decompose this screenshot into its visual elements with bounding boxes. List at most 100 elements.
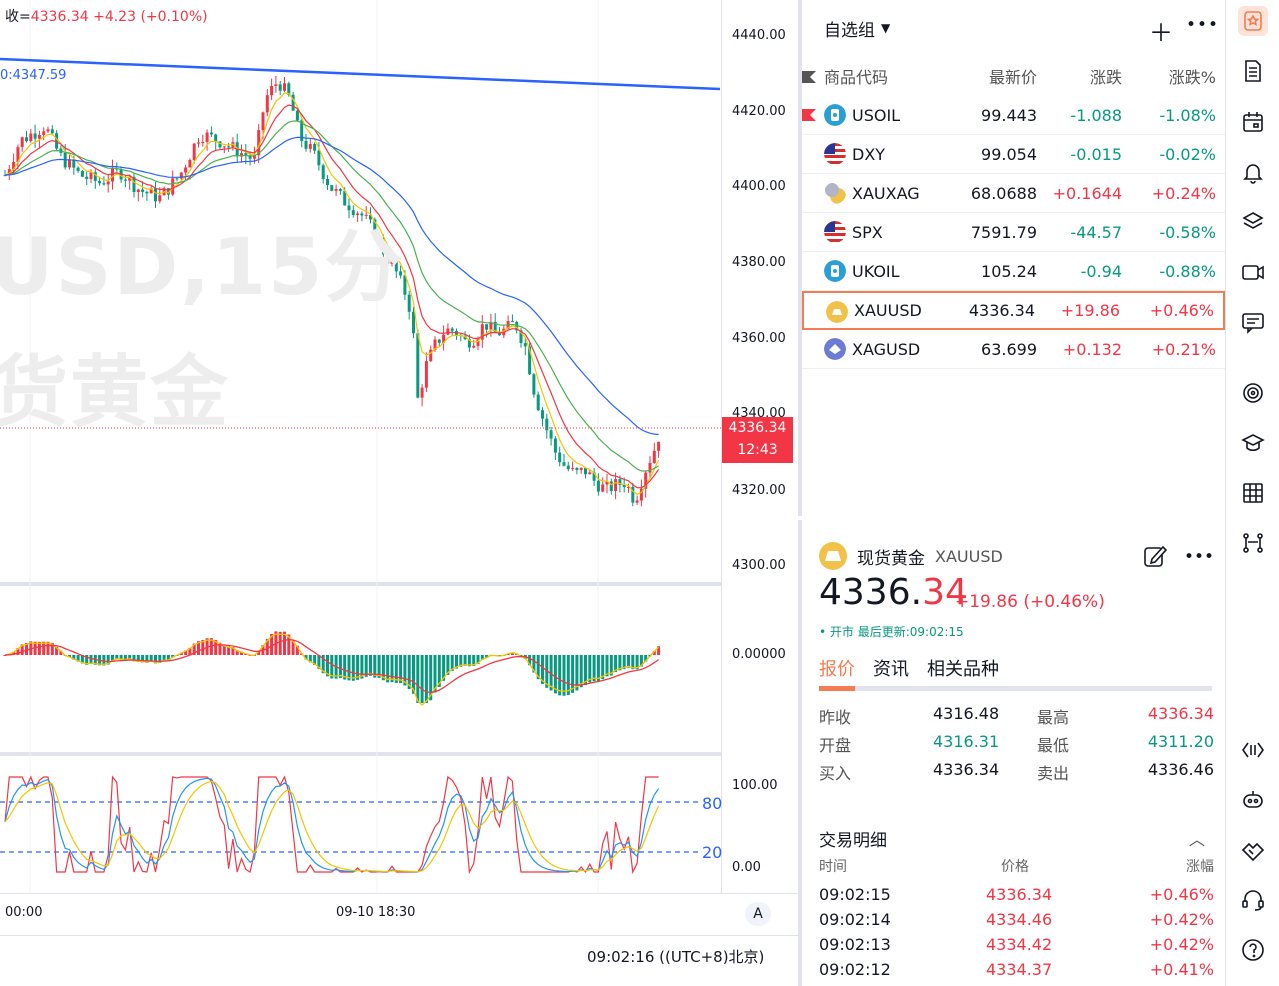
macd-bar	[420, 655, 424, 703]
table-icon[interactable]	[1238, 478, 1268, 508]
more-options-icon[interactable]: •••	[1186, 15, 1220, 35]
row-last: 4336.34	[968, 301, 1035, 320]
detail-more-icon[interactable]: •••	[1184, 547, 1215, 567]
macd-bar	[429, 655, 433, 701]
flag-column-icon[interactable]	[802, 69, 816, 85]
trade-time: 09:02:13	[819, 935, 891, 954]
col-change[interactable]: 涨跌	[1089, 68, 1122, 87]
candle-body	[399, 271, 403, 276]
candle-body	[463, 335, 467, 340]
add-symbol-icon[interactable]: ＋	[1149, 19, 1173, 47]
candle-body	[188, 159, 192, 168]
macd-line	[4, 633, 660, 706]
watchlist-columns: 商品代码 最新价 涨跌 涨跌%	[802, 56, 1225, 96]
stat-value: 4336.46	[1147, 760, 1214, 779]
candle-body	[652, 450, 656, 463]
auto-scale-button[interactable]: A	[745, 902, 771, 926]
chevron-up-icon[interactable]: ︿	[1188, 830, 1205, 849]
alert-icon[interactable]	[1238, 157, 1268, 187]
row-symbol: DXY	[852, 144, 886, 164]
candle-body	[532, 374, 536, 395]
candle-body	[278, 84, 282, 91]
watchlist-icon[interactable]	[1238, 6, 1268, 36]
watchlist-row[interactable]: DXY 99.054 -0.015 -0.02%	[802, 135, 1225, 174]
candle-body	[338, 188, 342, 191]
candle-body	[89, 172, 93, 179]
chat-icon[interactable]	[1238, 307, 1268, 337]
macd-bar	[442, 655, 446, 681]
candle-body	[588, 472, 592, 475]
col-symbol[interactable]: 商品代码	[824, 68, 889, 87]
clock-timezone[interactable]: 09:02:16 ((UTC+8)北京)	[587, 948, 765, 966]
candle-body	[265, 95, 269, 113]
candle-body	[523, 343, 527, 347]
watchlist-row[interactable]: XAUXAG 68.0688 +0.1644 +0.24%	[802, 174, 1225, 213]
macd-bar	[485, 655, 489, 658]
us-flag-icon	[824, 143, 846, 165]
stat-label: 最低	[1037, 736, 1070, 755]
candle-body	[472, 345, 476, 348]
col-last[interactable]: 最新价	[988, 68, 1037, 87]
help-icon[interactable]	[1238, 935, 1268, 965]
watchlist-row[interactable]: UKOIL 105.24 -0.94 -0.88%	[802, 252, 1225, 291]
price-axis-line	[721, 0, 722, 893]
tree-icon[interactable]	[1238, 528, 1268, 558]
code-icon[interactable]	[1238, 735, 1268, 765]
col-change-pct[interactable]: 涨跌%	[1168, 68, 1216, 87]
news-icon[interactable]	[1238, 56, 1268, 86]
watchlist-row[interactable]: USOIL 99.443 -1.088 -1.08%	[802, 96, 1225, 135]
robot-icon[interactable]	[1238, 785, 1268, 815]
tab-quote[interactable]: 报价	[819, 659, 855, 680]
watchlist-row[interactable]: SPX 7591.79 -44.57 -0.58%	[802, 213, 1225, 252]
red-flag-icon[interactable]	[802, 107, 816, 123]
trades-title[interactable]: 交易明细	[819, 831, 887, 851]
edit-icon[interactable]	[1142, 544, 1168, 570]
candle-body	[12, 161, 16, 170]
row-symbol: XAUXAG	[852, 183, 920, 203]
candle-body	[16, 147, 20, 162]
candle-body	[420, 387, 424, 398]
candle-body	[33, 133, 37, 139]
candle-body	[317, 150, 321, 166]
macd-bar	[179, 652, 183, 655]
candle-body	[515, 321, 519, 331]
time-axis-line	[0, 893, 798, 894]
macd-bar	[652, 651, 656, 655]
chart-canvas[interactable]	[0, 0, 798, 986]
macd-bar	[68, 655, 71, 658]
calendar-icon[interactable]	[1238, 107, 1268, 137]
candle-body	[218, 141, 222, 148]
video-icon[interactable]	[1238, 257, 1268, 287]
watchlist-row[interactable]: XAUUSD 4336.34 +19.86 +0.46%	[802, 291, 1225, 330]
candle-body	[549, 430, 553, 439]
row-change: -0.94	[1080, 261, 1122, 281]
layers-icon[interactable]	[1238, 207, 1268, 237]
handshake-icon[interactable]	[1238, 835, 1268, 865]
row-last: 99.443	[981, 105, 1037, 125]
chart-area[interactable]: USD,15分 货黄金 收=4336.34 +4.23 (+0.10%) 0:4…	[0, 0, 798, 986]
candle-body	[300, 120, 304, 142]
candle-body	[476, 339, 480, 346]
support-icon[interactable]	[1238, 885, 1268, 915]
tab-news[interactable]: 资讯	[873, 659, 909, 680]
macd-bar	[412, 655, 415, 694]
watchlist-title[interactable]: 自选组	[824, 20, 875, 41]
candle-body	[639, 488, 643, 501]
candle-body	[3, 175, 7, 177]
tab-related[interactable]: 相关品种	[927, 659, 999, 680]
market-status: • 开市 最后更新:09:02:15	[819, 625, 964, 639]
candle-body	[605, 481, 609, 485]
stoch-level-20: 20	[702, 843, 723, 862]
target-icon[interactable]	[1238, 378, 1268, 408]
macd-bar	[321, 655, 325, 674]
macd-bar	[287, 634, 291, 655]
macd-bar	[588, 655, 592, 683]
macd-bar	[338, 655, 342, 679]
candle-body	[313, 144, 317, 151]
education-icon[interactable]	[1238, 428, 1268, 458]
stat-label: 开盘	[819, 736, 852, 755]
stat-label: 卖出	[1037, 764, 1070, 783]
chevron-down-icon[interactable]: ▼	[881, 21, 891, 35]
watchlist-row[interactable]: XAGUSD 63.699 +0.132 +0.21%	[802, 330, 1225, 369]
candle-body	[42, 131, 46, 135]
